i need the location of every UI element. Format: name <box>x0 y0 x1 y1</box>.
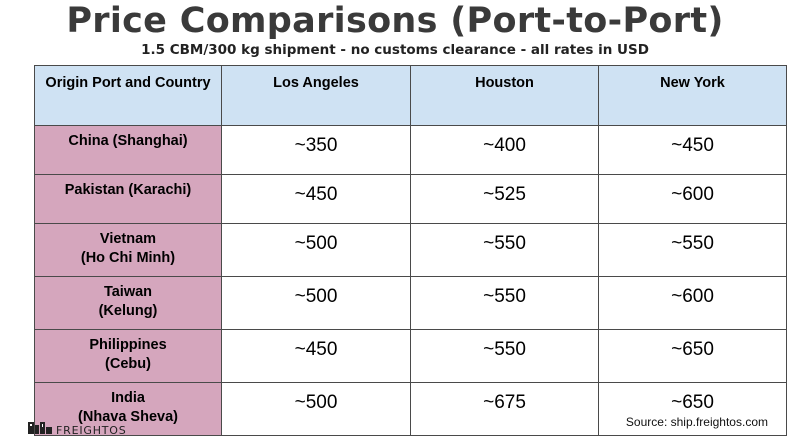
rate-cell: ~350 <box>221 125 411 175</box>
table-row: Pakistan (Karachi) ~450 ~525 ~600 <box>34 174 787 224</box>
header-origin: Origin Port and Country <box>34 65 222 126</box>
rate-cell: ~550 <box>410 223 599 277</box>
origin-name: Pakistan (Karachi) <box>64 182 192 198</box>
origin-country: Vietnam <box>99 231 157 247</box>
origin-port: (Nhava Sheva) <box>78 409 178 425</box>
origin-cell: Taiwan (Kelung) <box>34 276 222 330</box>
header-new-york: New York <box>598 65 787 126</box>
rate-cell: ~600 <box>598 174 787 224</box>
rate-cell: ~450 <box>598 125 787 175</box>
rate-cell: ~550 <box>598 223 787 277</box>
origin-cell: Pakistan (Karachi) <box>34 174 222 224</box>
source-note: Source: ship.freightos.com <box>625 415 768 429</box>
origin-country: Philippines <box>89 337 167 353</box>
table-row: Philippines (Cebu) ~450 ~550 ~650 <box>34 329 787 383</box>
page-title: Price Comparisons (Port-to-Port) <box>66 1 724 41</box>
table-row: Vietnam (Ho Chi Minh) ~500 ~550 ~550 <box>34 223 787 277</box>
origin-name: China (Shanghai) <box>68 133 188 149</box>
header-houston: Houston <box>410 65 599 126</box>
rate-cell: ~650 <box>598 382 787 436</box>
rate-cell: ~500 <box>221 382 411 436</box>
rate-cell: ~600 <box>598 276 787 330</box>
rate-cell: ~550 <box>410 329 599 383</box>
table-row: India (Nhava Sheva) ~500 ~675 ~650 <box>34 382 787 436</box>
origin-cell: Vietnam (Ho Chi Minh) <box>34 223 222 277</box>
price-table: Origin Port and Country Los Angeles Hous… <box>34 65 787 436</box>
origin-port: (Kelung) <box>98 303 158 319</box>
origin-cell: Philippines (Cebu) <box>34 329 222 383</box>
rate-cell: ~500 <box>221 223 411 277</box>
table-row: Taiwan (Kelung) ~500 ~550 ~600 <box>34 276 787 330</box>
origin-cell: India (Nhava Sheva) <box>34 382 222 436</box>
rate-cell: ~400 <box>410 125 599 175</box>
freightos-logo-icon <box>28 421 52 440</box>
table-header-row: Origin Port and Country Los Angeles Hous… <box>34 65 787 126</box>
brand-name: FREIGHTOS <box>56 424 127 437</box>
rate-cell: ~450 <box>221 329 411 383</box>
rate-cell: ~650 <box>598 329 787 383</box>
header-los-angeles: Los Angeles <box>221 65 411 126</box>
rate-cell: ~450 <box>221 174 411 224</box>
origin-port: (Cebu) <box>105 356 151 372</box>
rate-cell: ~675 <box>410 382 599 436</box>
rate-cell: ~500 <box>221 276 411 330</box>
page-subtitle: 1.5 CBM/300 kg shipment - no customs cle… <box>141 42 649 58</box>
rate-cell: ~525 <box>410 174 599 224</box>
table-row: China (Shanghai) ~350 ~400 ~450 <box>34 125 787 175</box>
origin-port: (Ho Chi Minh) <box>80 250 176 266</box>
origin-cell: China (Shanghai) <box>34 125 222 175</box>
brand-logo: FREIGHTOS <box>28 421 127 440</box>
origin-country: India <box>111 390 145 406</box>
origin-country: Taiwan <box>103 284 153 300</box>
rate-cell: ~550 <box>410 276 599 330</box>
